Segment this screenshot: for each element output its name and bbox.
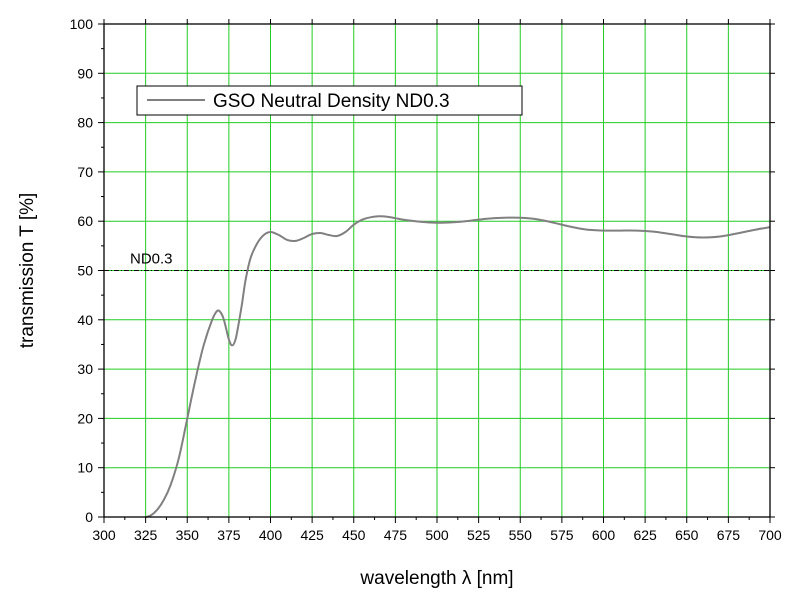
y-tick-label-30: 30 <box>77 361 93 377</box>
x-tick-label-575: 575 <box>550 527 574 543</box>
y-tick-label-70: 70 <box>77 164 93 180</box>
x-tick-label-375: 375 <box>217 527 241 543</box>
x-tick-label-300: 300 <box>92 527 116 543</box>
legend: GSO Neutral Density ND0.3 <box>136 85 523 116</box>
series-line-gso-nd03 <box>145 215 771 518</box>
y-tick-label-50: 50 <box>77 263 93 279</box>
x-tick-label-650: 650 <box>675 527 699 543</box>
x-tick-label-525: 525 <box>467 527 491 543</box>
x-tick-label-500: 500 <box>425 527 449 543</box>
x-axis-title: wavelength λ [nm] <box>359 568 513 589</box>
x-tick-label-400: 400 <box>259 527 283 543</box>
y-tick-labels: 0 10 20 30 40 50 60 70 80 90 100 <box>70 16 94 525</box>
axis-ticks <box>98 19 775 523</box>
x-tick-label-350: 350 <box>176 527 200 543</box>
x-tick-label-625: 625 <box>633 527 657 543</box>
y-axis-title: transmission T [%] <box>17 193 38 349</box>
x-tick-labels: 300 325 350 375 400 425 450 475 500 525 550 575 600 6… <box>92 527 782 543</box>
legend-label: GSO Neutral Density ND0.3 <box>213 91 450 112</box>
reference-line-label: ND0.3 <box>130 251 173 268</box>
y-tick-label-20: 20 <box>77 410 93 426</box>
x-tick-label-425: 425 <box>300 527 324 543</box>
y-tick-label-40: 40 <box>77 312 93 328</box>
y-tick-label-80: 80 <box>77 115 93 131</box>
x-tick-label-600: 600 <box>592 527 616 543</box>
x-tick-label-675: 675 <box>717 527 741 543</box>
y-tick-label-60: 60 <box>77 213 93 229</box>
y-tick-label-90: 90 <box>77 65 93 81</box>
x-tick-label-450: 450 <box>342 527 366 543</box>
y-tick-label-0: 0 <box>85 509 93 525</box>
y-tick-label-10: 10 <box>77 460 93 476</box>
x-tick-label-700: 700 <box>758 527 782 543</box>
x-tick-label-550: 550 <box>509 527 533 543</box>
y-tick-label-100: 100 <box>70 16 94 32</box>
x-tick-label-325: 325 <box>134 527 158 543</box>
x-tick-label-475: 475 <box>384 527 408 543</box>
